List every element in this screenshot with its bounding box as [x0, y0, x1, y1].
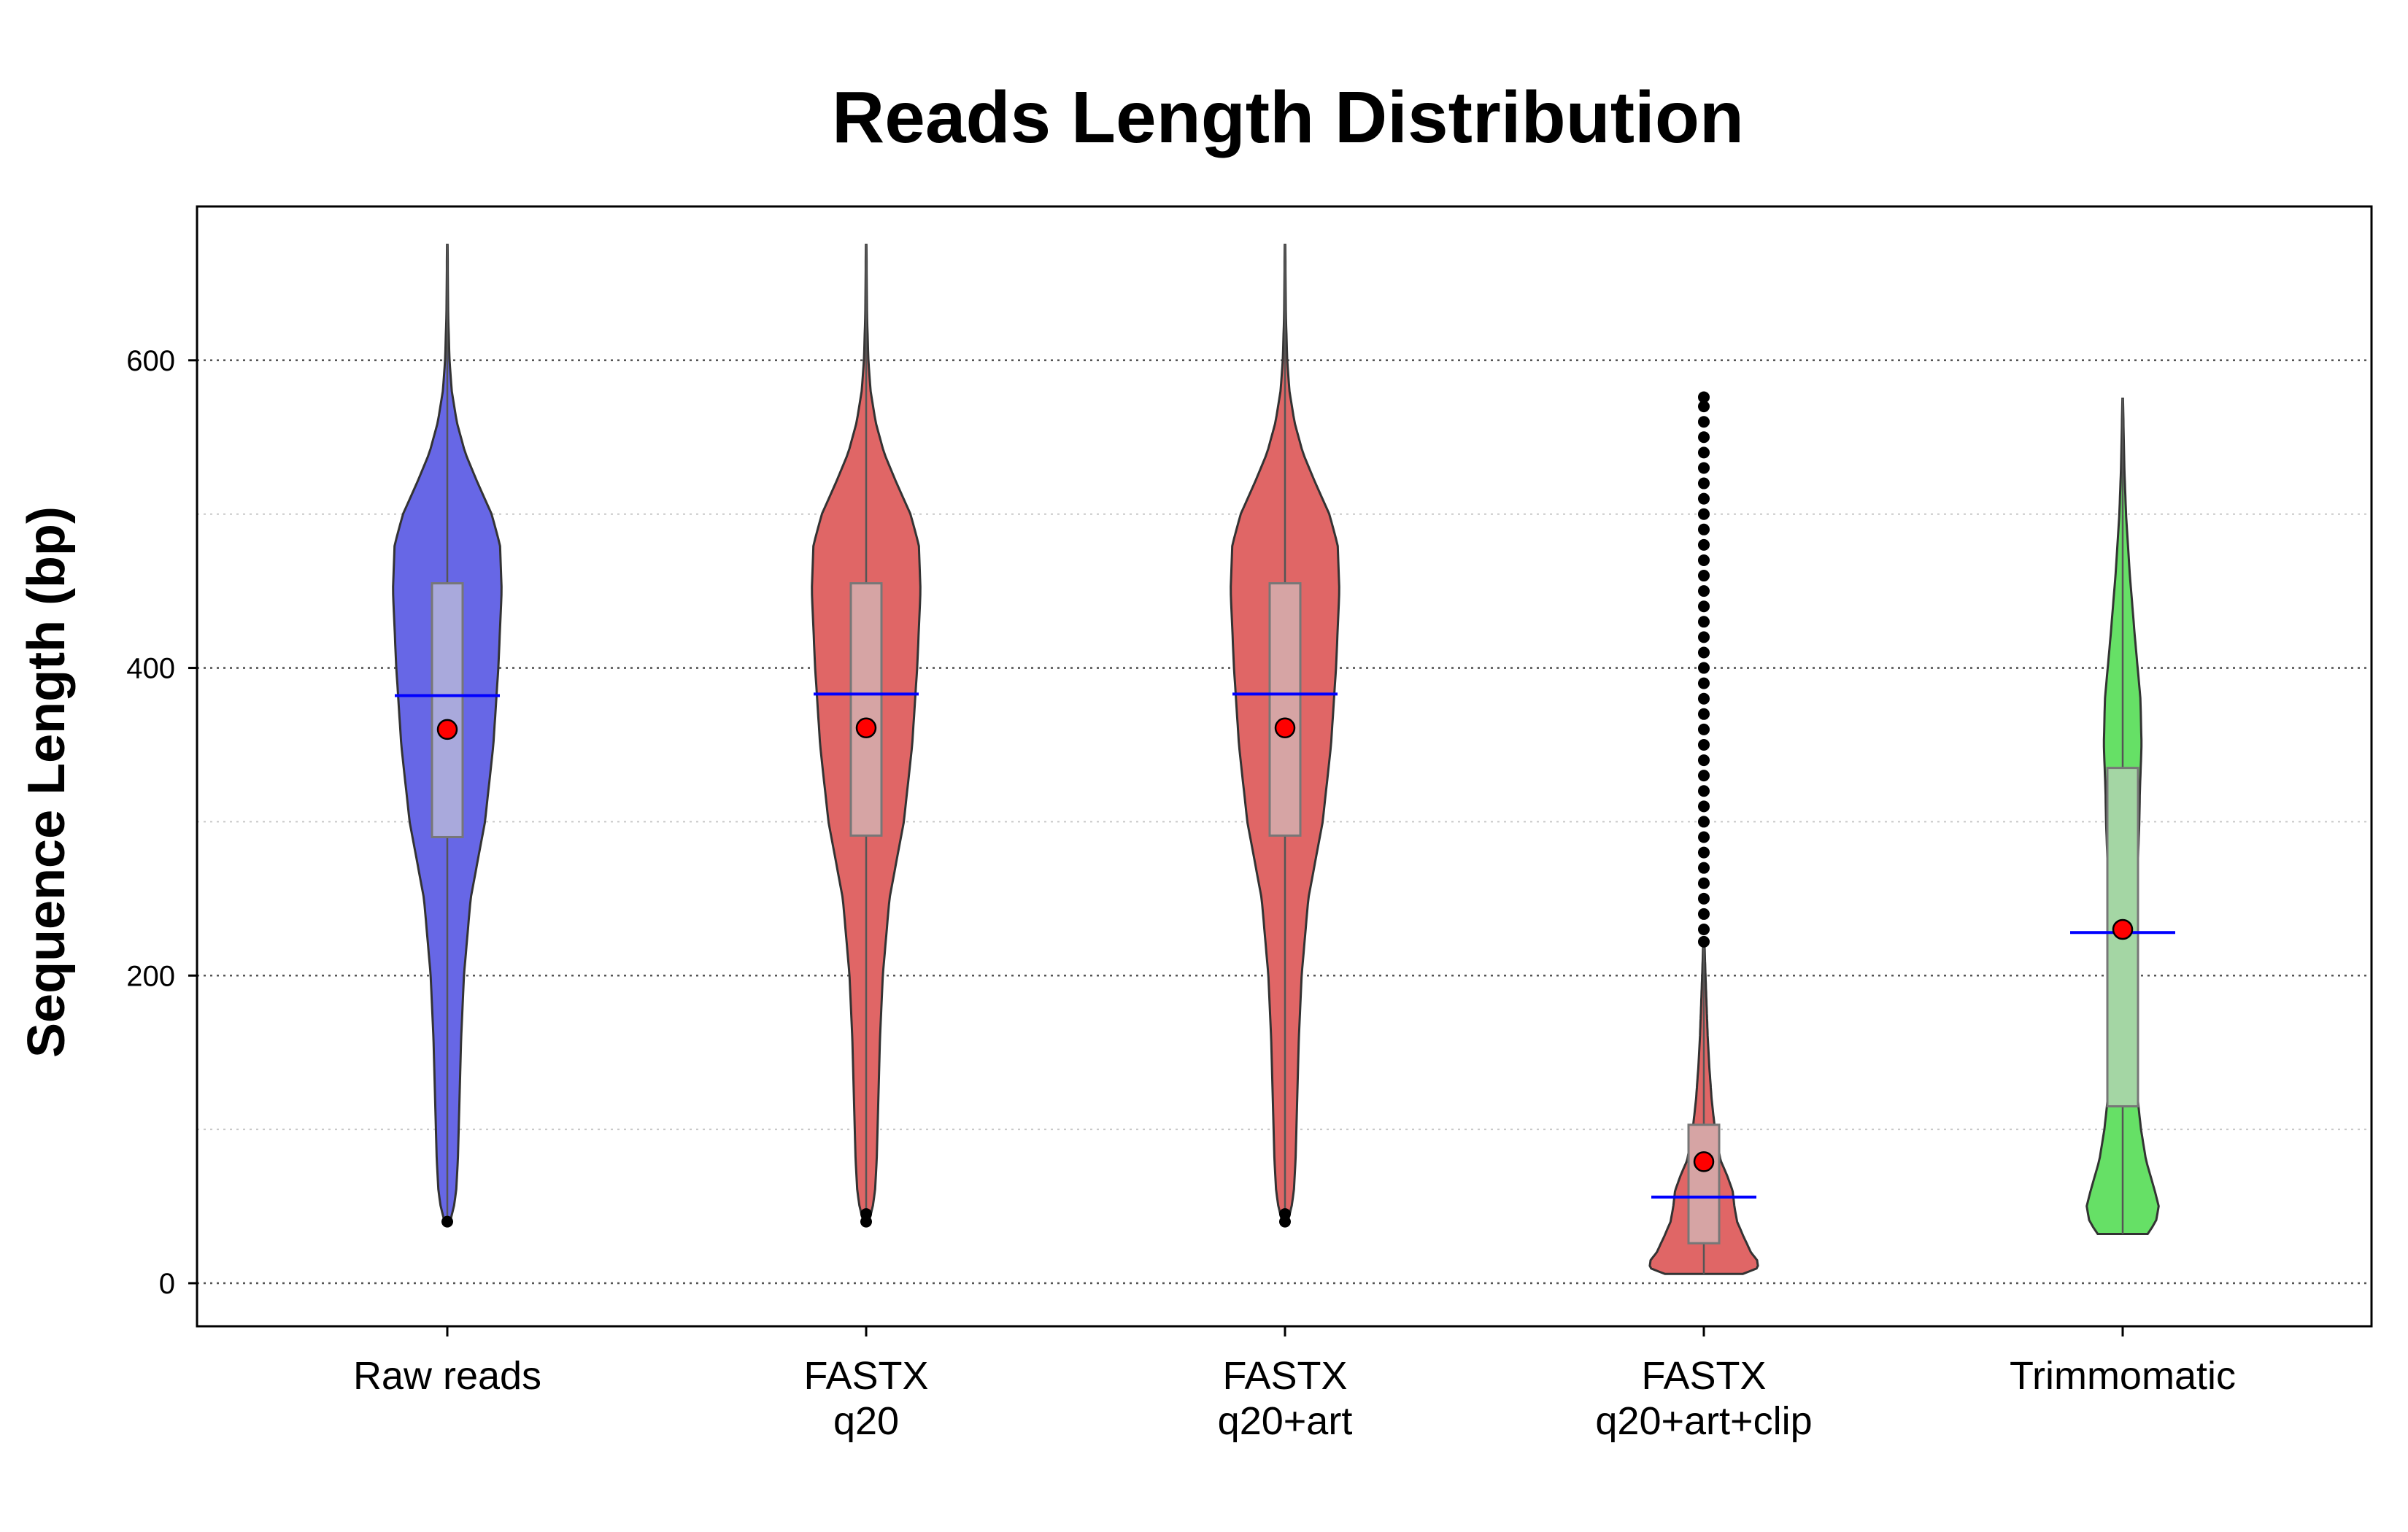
- outlier-point: [1698, 600, 1710, 613]
- y-tick-label: 600: [126, 345, 175, 377]
- y-tick-label: 200: [126, 960, 175, 992]
- outlier-point: [1698, 508, 1710, 520]
- x-tick-label: Trimmomatic: [2010, 1354, 2236, 1398]
- outlier-point: [1698, 585, 1710, 597]
- outlier-point: [1698, 892, 1710, 905]
- mean-point: [2112, 918, 2134, 940]
- outlier-point: [860, 1208, 872, 1220]
- outlier-point: [1698, 816, 1710, 828]
- iqr-box: [849, 582, 883, 837]
- outlier-point: [1698, 692, 1710, 705]
- mean-point: [1274, 717, 1296, 739]
- outlier-point: [1698, 431, 1710, 444]
- outlier-point: [1698, 800, 1710, 813]
- chart-title: Reads Length Distribution: [832, 77, 1744, 158]
- outlier-point: [1698, 831, 1710, 843]
- outlier-point: [1698, 785, 1710, 797]
- mean-point: [1693, 1151, 1715, 1172]
- violin-group-5: [2070, 398, 2175, 1235]
- outlier-point: [1279, 1208, 1291, 1220]
- outlier-point: [1698, 462, 1710, 474]
- outlier-point: [1698, 754, 1710, 767]
- outlier-point: [1698, 538, 1710, 551]
- x-tick-label: q20+art+clip: [1595, 1399, 1812, 1443]
- x-tick-label: FASTX: [803, 1354, 928, 1398]
- violin-group-3: [1230, 244, 1340, 1228]
- outlier-point: [1698, 677, 1710, 689]
- outlier-point: [1698, 646, 1710, 659]
- outlier-point: [1698, 924, 1710, 936]
- outlier-point: [1698, 708, 1710, 720]
- outlier-point: [1698, 391, 1710, 403]
- violins: [392, 244, 2175, 1275]
- y-tick-label: 400: [126, 653, 175, 685]
- iqr-box: [1687, 1123, 1721, 1245]
- iqr-box: [1268, 582, 1302, 837]
- outlier-point: [1698, 523, 1710, 535]
- outlier-point: [1698, 908, 1710, 920]
- outlier-point: [1698, 738, 1710, 751]
- outlier-point: [1698, 477, 1710, 490]
- y-tick-label: 0: [159, 1268, 175, 1300]
- outlier-point: [1698, 446, 1710, 459]
- outlier-point: [1698, 862, 1710, 874]
- x-tick-label: q20: [833, 1399, 899, 1443]
- outlier-point: [441, 1215, 453, 1228]
- outlier-point: [1698, 662, 1710, 674]
- outlier-point: [1698, 616, 1710, 628]
- outlier-point: [1698, 846, 1710, 859]
- outlier-point: [1698, 631, 1710, 643]
- x-tick-label: FASTX: [1222, 1354, 1347, 1398]
- violin-group-4: [1648, 391, 1759, 1275]
- outlier-point: [1698, 554, 1710, 566]
- outlier-point: [1698, 416, 1710, 428]
- x-tick-label: q20+art: [1218, 1399, 1353, 1443]
- outlier-point: [1698, 770, 1710, 782]
- outlier-point: [1698, 492, 1710, 505]
- mean-point: [436, 719, 458, 740]
- outlier-point: [1698, 935, 1710, 948]
- outlier-point: [1698, 570, 1710, 582]
- violin-group-1: [392, 244, 503, 1228]
- outlier-point: [1698, 401, 1710, 413]
- violin-group-2: [811, 244, 922, 1228]
- outlier-point: [1698, 723, 1710, 735]
- outlier-point: [1698, 877, 1710, 889]
- iqr-box: [431, 582, 464, 838]
- mean-point: [855, 717, 877, 739]
- x-tick-label: Raw reads: [353, 1354, 541, 1398]
- y-axis-label: Sequence Length (bp): [18, 506, 76, 1058]
- x-tick-label: FASTX: [1641, 1354, 1766, 1398]
